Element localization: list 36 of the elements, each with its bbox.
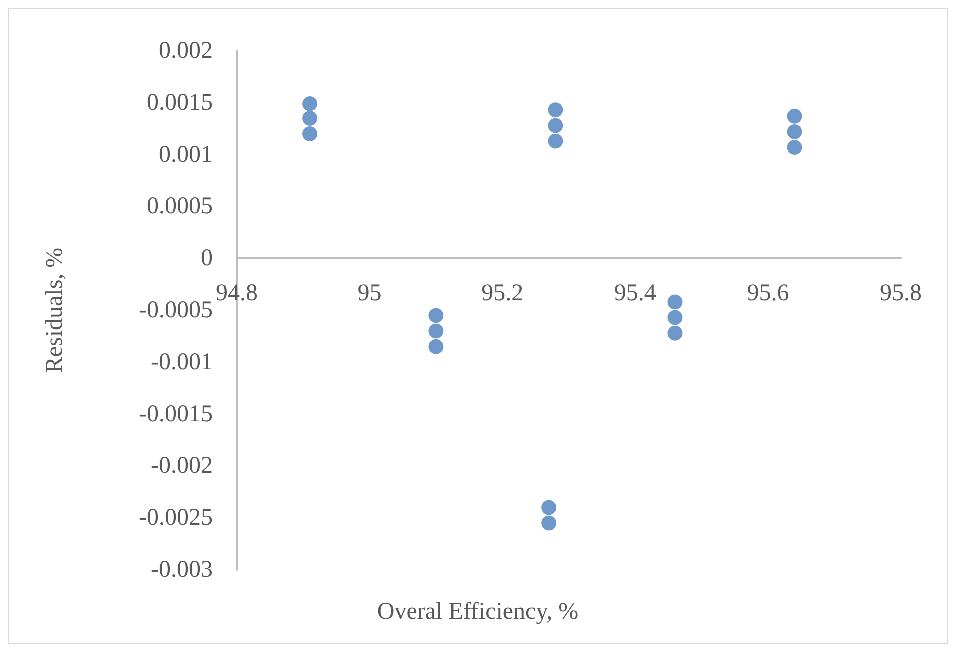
point <box>548 134 564 149</box>
y-tick-label: -0.003 <box>151 557 213 583</box>
point <box>668 294 683 310</box>
point <box>668 310 683 326</box>
point <box>548 118 564 134</box>
point <box>542 516 557 531</box>
point <box>787 108 802 124</box>
point <box>428 324 444 339</box>
y-tick-label: 0 <box>201 246 213 272</box>
y-tick-label: 0.0005 <box>147 194 213 220</box>
point <box>548 102 564 118</box>
x-tick-label: 95.6 <box>747 280 790 306</box>
x-tick-label: 94.8 <box>216 280 258 306</box>
y-tick-label: -0.002 <box>151 453 213 480</box>
y-tick-label: -0.0025 <box>139 505 213 532</box>
y-tick-label: 0.0015 <box>147 90 213 116</box>
y-tick-label: 0.002 <box>159 38 213 64</box>
y-tick-label: -0.0015 <box>139 401 213 428</box>
x-tick-label: 95 <box>358 280 382 306</box>
x-axis-title: Overal Efficiency, % <box>377 599 579 625</box>
y-tick-label: -0.0005 <box>139 298 213 324</box>
x-tick-label: 95.2 <box>482 280 524 306</box>
point <box>542 500 557 516</box>
x-tick-label: 95.4 <box>614 280 656 306</box>
point <box>428 308 444 324</box>
y-axis-title: Residuals, % <box>42 248 68 374</box>
x-tick-label: 95.8 <box>880 280 922 306</box>
y-tick-label: -0.001 <box>151 349 213 376</box>
point <box>302 126 318 142</box>
point <box>787 124 802 140</box>
point <box>428 339 444 354</box>
point <box>668 326 683 341</box>
y-tick-label: 0.001 <box>159 142 213 168</box>
point <box>302 110 318 126</box>
point <box>302 96 318 112</box>
point <box>787 140 802 156</box>
